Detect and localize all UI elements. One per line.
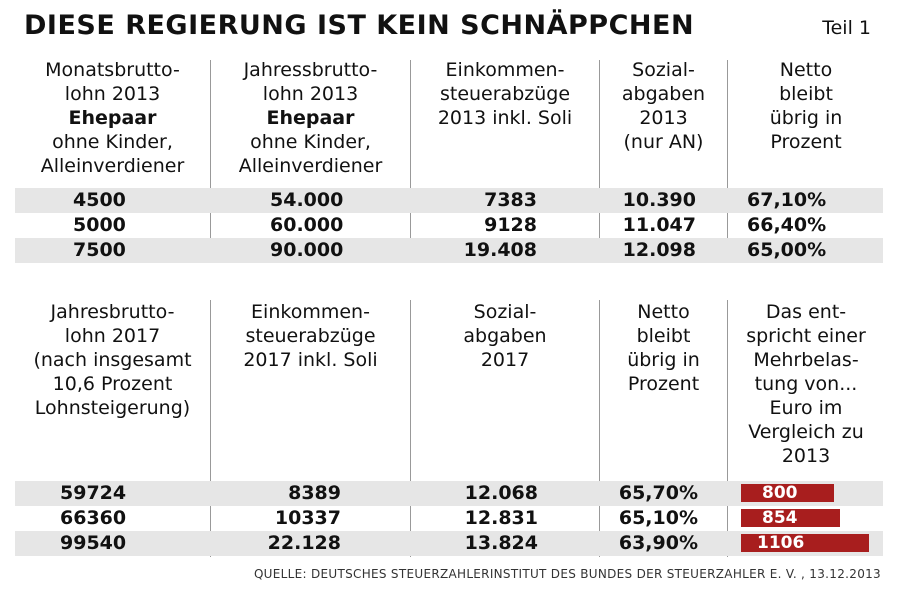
- divider: [210, 60, 211, 262]
- burden-bar: [741, 534, 869, 552]
- divider: [727, 60, 728, 262]
- divider: [410, 60, 411, 262]
- table-row-band: [15, 481, 883, 506]
- table-row-band: [15, 238, 883, 263]
- header-social-2017: Sozial- abgaben 2017: [463, 301, 547, 371]
- header-additional-burden: Das ent- spricht einer Mehrbelas- tung v…: [746, 301, 866, 467]
- header-monthly-gross-2013: Monatsbrutto- lohn 2013 Ehepaar ohne Kin…: [40, 59, 185, 177]
- divider: [410, 300, 411, 557]
- source-note: QUELLE: DEUTSCHES STEUERZAHLERINSTITUT D…: [253, 567, 881, 581]
- header-net-2017: Netto bleibt übrig in Prozent: [627, 301, 700, 395]
- page-title: DIESE REGIERUNG IST KEIN SCHNÄPPCHEN: [24, 10, 695, 41]
- part-label: Teil 1: [822, 17, 871, 39]
- header-income-tax-2013: Einkommen- steuerabzüge 2013 inkl. Soli: [437, 59, 573, 129]
- header-social-2013: Sozial- abgaben 2013 (nur AN): [621, 59, 706, 153]
- header-annual-gross-2013: Jahressbrutto- lohn 2013 Ehepaar ohne Ki…: [238, 59, 383, 177]
- table-row-band: [15, 188, 883, 213]
- divider: [727, 300, 728, 557]
- header-net-2013: Netto bleibt übrig in Prozent: [769, 59, 843, 153]
- header-annual-gross-2017: Jahresbrutto- lohn 2017 (nach insgesamt …: [33, 301, 192, 419]
- divider: [599, 60, 600, 262]
- table-row-band: [15, 531, 883, 556]
- burden-bar-label: 800: [762, 483, 798, 503]
- burden-bar: [741, 509, 840, 527]
- divider: [599, 300, 600, 557]
- header-income-tax-2017: Einkommen- steuerabzüge 2017 inkl. Soli: [243, 301, 378, 371]
- divider: [210, 300, 211, 557]
- burden-bar-label: 1106: [757, 533, 805, 553]
- burden-bar: [741, 484, 834, 502]
- burden-bar-label: 854: [762, 508, 798, 528]
